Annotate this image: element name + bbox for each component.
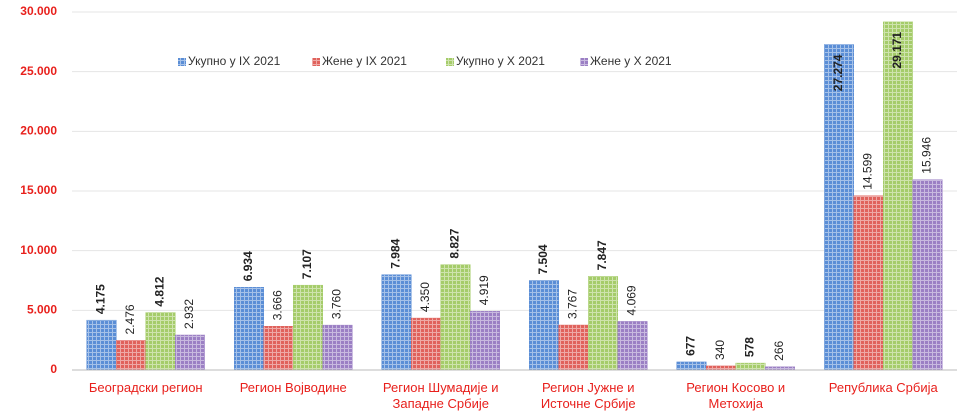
value-label: 2.932 <box>182 299 196 329</box>
bar <box>470 311 500 371</box>
bar <box>86 319 117 371</box>
value-label: 27.274 <box>831 54 845 91</box>
y-tick-label: 25.000 <box>20 64 57 78</box>
y-tick-label: 15.000 <box>20 183 57 197</box>
legend-label: Укупно у IX 2021 <box>188 54 281 68</box>
y-tick-label: 20.000 <box>20 124 57 138</box>
y-tick-label: 5.000 <box>27 303 57 317</box>
bar <box>440 264 471 371</box>
value-label: 8.827 <box>448 228 462 258</box>
value-label: 266 <box>772 340 786 360</box>
value-label: 7.504 <box>536 244 550 274</box>
bar <box>588 276 618 371</box>
bar <box>883 21 913 371</box>
bar <box>234 287 264 371</box>
bar <box>263 326 294 371</box>
value-label: 6.934 <box>241 251 255 281</box>
value-label: 3.760 <box>330 289 344 319</box>
value-label: 3.666 <box>271 290 285 320</box>
bar <box>558 324 589 371</box>
bar <box>529 280 559 371</box>
bar <box>293 284 323 371</box>
bar <box>411 317 441 371</box>
bar <box>145 312 176 371</box>
value-label: 4.919 <box>477 275 491 305</box>
value-label: 4.069 <box>625 285 639 315</box>
x-tick-label: Регион Јужне и Источне Србије <box>540 380 636 411</box>
value-label: 340 <box>713 340 727 360</box>
x-tick-label: Београдски регион <box>88 380 203 395</box>
legend-label: Жене у X 2021 <box>590 54 672 68</box>
legend-swatch <box>446 58 454 66</box>
value-label: 677 <box>684 336 698 356</box>
bar <box>617 321 648 371</box>
x-tick-label: Република Србија <box>828 380 938 395</box>
bar <box>912 179 943 371</box>
bar <box>853 195 884 371</box>
value-label: 29.171 <box>890 32 904 69</box>
x-tick-label: Регион Шумадије и Западне Србије <box>382 380 499 411</box>
y-tick-label: 0 <box>50 362 57 376</box>
bar <box>676 361 707 371</box>
value-label: 4.812 <box>153 276 167 306</box>
bar <box>175 334 205 371</box>
value-label: 15.946 <box>920 137 934 174</box>
value-label: 2.476 <box>123 304 137 334</box>
bar <box>116 340 146 371</box>
legend-label: Жене у IX 2021 <box>322 54 407 68</box>
legend-label: Укупно у X 2021 <box>456 54 545 68</box>
value-label: 4.175 <box>94 284 108 314</box>
y-tick-label: 30.000 <box>20 4 57 18</box>
value-label: 7.847 <box>595 240 609 270</box>
x-tick-label: Регион Војводине <box>239 380 347 395</box>
y-tick-label: 10.000 <box>20 243 57 257</box>
value-label: 7.984 <box>389 238 403 268</box>
value-label: 14.599 <box>861 153 875 190</box>
bar <box>824 44 854 371</box>
bar <box>735 362 766 371</box>
legend-swatch <box>580 58 588 66</box>
bar <box>322 324 353 371</box>
bar <box>381 274 412 371</box>
value-label: 3.767 <box>566 289 580 319</box>
value-label: 7.107 <box>300 249 314 279</box>
bar <box>706 365 736 371</box>
value-label: 4.350 <box>418 282 432 312</box>
value-label: 578 <box>743 337 757 357</box>
legend-swatch <box>178 58 186 66</box>
x-tick-label: Регион Косово и Метохија <box>686 380 786 411</box>
legend-swatch <box>312 58 320 66</box>
